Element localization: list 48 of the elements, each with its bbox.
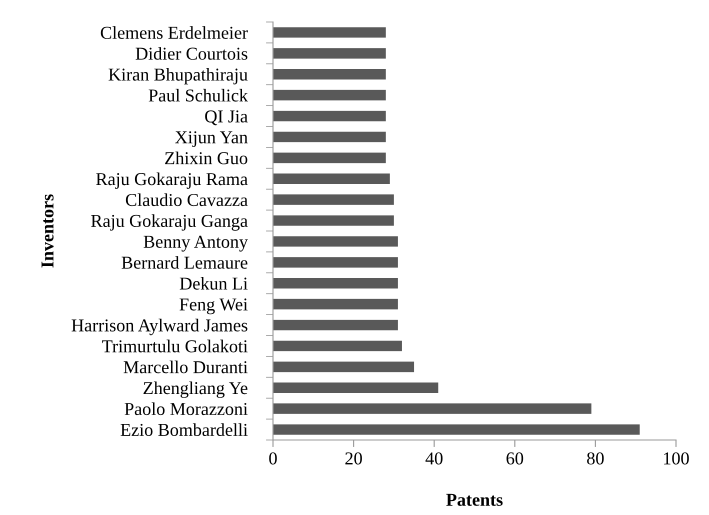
y-tick-label: Ezio Bombardelli	[120, 423, 248, 436]
y-axis-title: Inventors	[42, 194, 54, 268]
bar	[273, 152, 386, 164]
bar	[273, 236, 398, 247]
bar	[273, 69, 386, 80]
bar	[273, 215, 394, 226]
bar	[273, 174, 390, 184]
y-tick-label: Harrison Aylward James	[72, 318, 248, 336]
y-tick-label: Bernard Lemaure	[122, 256, 248, 269]
bar	[273, 298, 398, 310]
y-tick-label: Claudio Cavazza	[126, 193, 248, 206]
bar	[273, 194, 394, 205]
x-tick-label: 60	[506, 452, 524, 465]
y-tick-label: Feng Wei	[180, 298, 248, 314]
bar	[273, 48, 386, 59]
y-tick-label: Raju Gokaraju Rama	[96, 172, 248, 189]
x-tick-label: 80	[587, 452, 604, 465]
y-tick-label: Raju Gokaraju Ganga	[91, 214, 248, 231]
x-tick-label: 20	[345, 452, 362, 465]
bar	[273, 320, 398, 330]
bar	[273, 382, 438, 393]
x-tick-label: 40	[426, 452, 443, 465]
y-tick-label: Marcello Duranti	[124, 360, 248, 374]
y-tick-label: Zhixin Guo	[165, 152, 248, 164]
bar	[273, 403, 592, 414]
y-tick-label: Didier Courtois	[136, 47, 248, 60]
y-tick-label: Clemens Erdelmeier	[100, 26, 248, 39]
bar	[273, 340, 402, 352]
bar	[273, 27, 386, 38]
bar	[273, 278, 398, 288]
y-tick-label: Dekun Li	[180, 276, 248, 290]
y-tick-label: Paul Schulick	[148, 88, 248, 102]
y-tick-label: Paolo Morazzoni	[124, 402, 248, 416]
bar	[273, 110, 386, 122]
y-tick-label: Xijun Yan	[175, 131, 248, 148]
y-tick-label: QI Jia	[205, 110, 248, 126]
y-tick-label: Zhengliang Ye	[144, 381, 248, 398]
bar	[273, 424, 640, 435]
bar	[273, 90, 386, 100]
y-tick-label: Kiran Bhupathiraju	[108, 68, 248, 84]
y-tick-label: Benny Antony	[144, 236, 248, 252]
x-tick-label: 100	[664, 452, 689, 465]
bar	[273, 132, 386, 142]
bar	[273, 362, 414, 372]
y-tick-label: Trimurtulu Golakoti	[102, 340, 248, 352]
bar	[273, 257, 398, 268]
x-tick-label: 0	[269, 452, 277, 465]
x-axis-title: Patents	[446, 494, 503, 506]
